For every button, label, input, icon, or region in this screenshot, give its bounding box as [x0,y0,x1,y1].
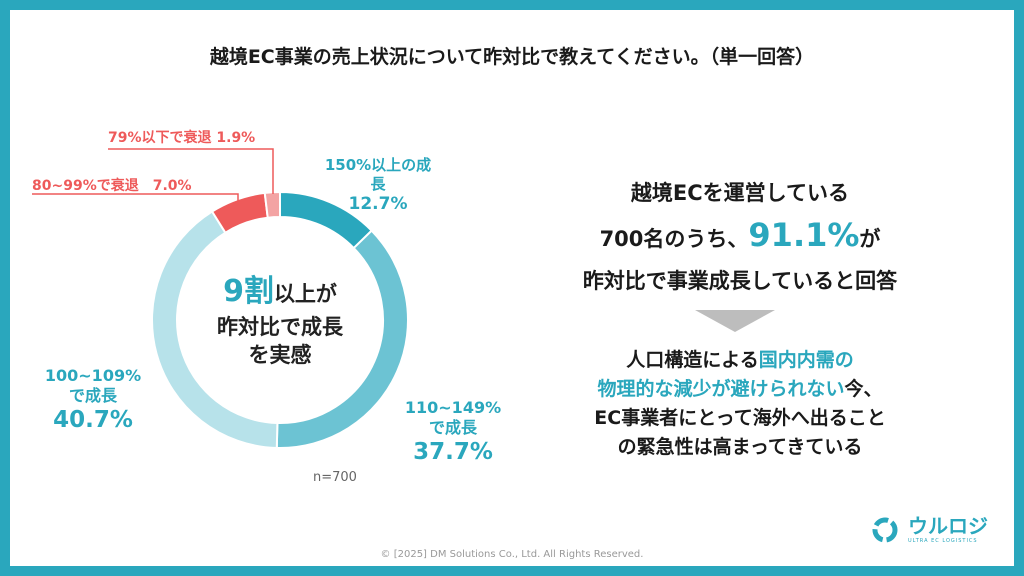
label-110-text2: で成長 [428,418,477,437]
donut-center-text: 9割以上が 昨対比で成長 を実感 [190,272,370,369]
label-150-growth: 150%以上の成長 12.7% [318,156,438,215]
summary2-line3: EC事業者にとって海外へ出ること [594,407,886,429]
logo-subtitle: ULTRA EC LOGISTICS [908,538,978,544]
summary-line2: 700名のうち、91.1%が [530,214,950,260]
slide-title: 越境EC事業の売上状況について昨対比で教えてください。（単一回答） [209,46,815,68]
leader-line-79-decline [108,148,274,194]
label-100-text1: 100~109% [44,366,142,385]
center-line1: 以上が [273,282,337,306]
summary2-line1: 人口構造による国内内需の [530,346,950,375]
label-100-growth: 100~109% で成長 40.7% [28,366,158,435]
label-80-decline: 80~99%で衰退 7.0% [32,178,192,194]
sample-size-label: n=700 [313,470,357,485]
slice-79-decline [263,190,281,219]
summary-line1: 越境ECを運営している [630,181,850,205]
summary-line3: 昨対比で事業成長していると回答 [582,269,898,293]
summary2-line1-pre: 人口構造による [626,349,759,371]
down-arrow-icon [695,310,775,332]
summary2-line1-highlight: 国内内需の [758,349,854,371]
summary2-line2: 物理的な減少が避けられない今、 [530,375,950,404]
label-100-value: 40.7% [53,407,133,433]
summary-line2-post: が [859,227,881,251]
center-big-text: 9割 [223,274,274,309]
center-line3: を実感 [248,342,312,367]
logo-name: ウルロジ [908,514,988,538]
label-100-text2: で成長 [68,386,117,405]
label-110-text1: 110~149% [404,398,502,417]
summary-highlight-pct: 91.1% [748,216,860,254]
label-150-value: 12.7% [348,193,408,214]
copyright-footer: © [2025] DM Solutions Co., Ltd. All Righ… [380,549,644,560]
label-110-value: 37.7% [413,439,493,465]
summary2-line4: の緊急性は高まってきている [617,436,863,458]
company-logo: ウルロジ ULTRA EC LOGISTICS [870,515,988,545]
summary2-line2-highlight: 物理的な減少が避けられない [597,378,845,400]
summary-block-2: 人口構造による国内内需の 物理的な減少が避けられない今、 EC事業者にとって海外… [530,346,950,462]
summary-line2-pre: 700名のうち、 [599,227,749,251]
summary-block-1: 越境ECを運営している 700名のうち、91.1%が 昨対比で事業成長していると… [530,172,950,302]
center-line2: 昨対比で成長 [217,314,343,339]
leader-line-80-decline [32,193,239,206]
label-110-growth: 110~149% で成長 37.7% [388,398,518,467]
label-79-decline: 79%以下で衰退 1.9% [108,130,256,146]
label-150-text: 150%以上の成長 [324,156,432,193]
logo-mark-icon [872,517,898,543]
summary2-line2-post: 今、 [844,378,883,400]
